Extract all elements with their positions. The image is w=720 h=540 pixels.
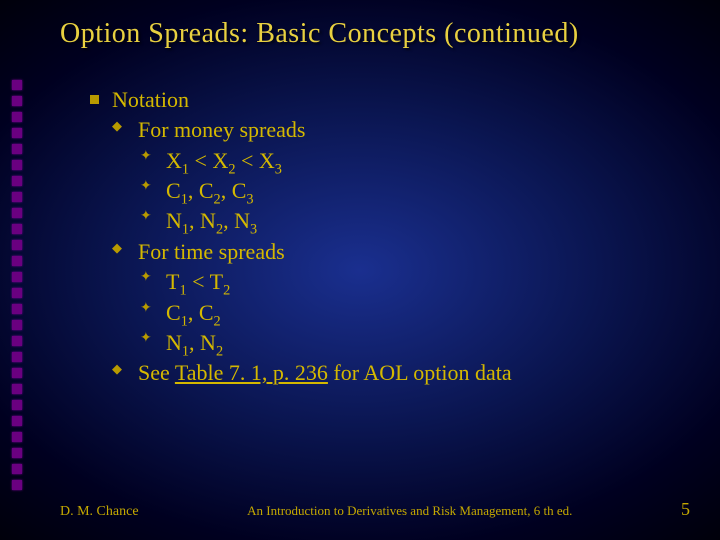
decoration-dot bbox=[12, 400, 22, 410]
decoration-dot bbox=[12, 304, 22, 314]
sub: 1 bbox=[182, 222, 189, 238]
decoration-dot bbox=[12, 176, 22, 186]
bullet-l3-t-inequality: T1 < T2 bbox=[90, 267, 690, 297]
sub: 2 bbox=[223, 283, 230, 299]
bullet-l3-ct-values: C1, C2 bbox=[90, 298, 690, 328]
text: for AOL option data bbox=[328, 360, 512, 385]
left-decoration bbox=[12, 80, 22, 500]
decoration-dot bbox=[12, 352, 22, 362]
sub: 1 bbox=[181, 313, 188, 329]
text: N bbox=[166, 208, 182, 233]
footer-book-title: An Introduction to Derivatives and Risk … bbox=[139, 503, 681, 519]
sub: 1 bbox=[179, 283, 186, 299]
text: X bbox=[166, 148, 182, 173]
text: < X bbox=[189, 148, 228, 173]
text: See bbox=[138, 360, 175, 385]
text: C bbox=[166, 178, 181, 203]
decoration-dot bbox=[12, 384, 22, 394]
decoration-dot bbox=[12, 208, 22, 218]
bullet-l2-money-spreads: For money spreads bbox=[90, 115, 690, 145]
decoration-dot bbox=[12, 416, 22, 426]
sub: 1 bbox=[182, 161, 189, 177]
decoration-dot bbox=[12, 224, 22, 234]
bullet-l1-notation: Notation bbox=[90, 85, 690, 115]
sub: 2 bbox=[214, 191, 221, 207]
sub: 3 bbox=[246, 191, 253, 207]
decoration-dot bbox=[12, 256, 22, 266]
sub: 3 bbox=[250, 222, 257, 238]
table-link[interactable]: Table 7. 1, p. 236 bbox=[175, 360, 328, 385]
text: , N bbox=[223, 208, 250, 233]
text: < T bbox=[187, 269, 223, 294]
bullet-l2-see-table: See Table 7. 1, p. 236 for AOL option da… bbox=[90, 358, 690, 388]
decoration-dot bbox=[12, 336, 22, 346]
text: , C bbox=[188, 300, 214, 325]
sub: 2 bbox=[228, 161, 235, 177]
decoration-dot bbox=[12, 272, 22, 282]
text: C bbox=[166, 300, 181, 325]
sub: 2 bbox=[216, 343, 223, 359]
text: , N bbox=[189, 330, 216, 355]
text: N bbox=[166, 330, 182, 355]
text: , N bbox=[189, 208, 216, 233]
footer-author: D. M. Chance bbox=[60, 504, 139, 520]
bullet-l3-x-inequality: X1 < X2 < X3 bbox=[90, 146, 690, 176]
slide-title: Option Spreads: Basic Concepts (continue… bbox=[60, 18, 690, 50]
text: T bbox=[166, 269, 179, 294]
bullet-l3-c-values: C1, C2, C3 bbox=[90, 176, 690, 206]
decoration-dot bbox=[12, 288, 22, 298]
text: , C bbox=[188, 178, 214, 203]
decoration-dot bbox=[12, 448, 22, 458]
bullet-l3-nt-values: N1, N2 bbox=[90, 328, 690, 358]
slide: Option Spreads: Basic Concepts (continue… bbox=[0, 0, 720, 540]
bullet-l3-n-values: N1, N2, N3 bbox=[90, 206, 690, 236]
decoration-dot bbox=[12, 432, 22, 442]
decoration-dot bbox=[12, 80, 22, 90]
bullet-l2-time-spreads: For time spreads bbox=[90, 237, 690, 267]
sub: 3 bbox=[275, 161, 282, 177]
decoration-dot bbox=[12, 128, 22, 138]
decoration-dot bbox=[12, 464, 22, 474]
text: < X bbox=[236, 148, 275, 173]
slide-content: Notation For money spreads X1 < X2 < X3 … bbox=[90, 85, 690, 389]
decoration-dot bbox=[12, 96, 22, 106]
decoration-dot bbox=[12, 144, 22, 154]
decoration-dot bbox=[12, 192, 22, 202]
footer-page-number: 5 bbox=[681, 499, 690, 520]
decoration-dot bbox=[12, 480, 22, 490]
sub: 2 bbox=[214, 313, 221, 329]
decoration-dot bbox=[12, 368, 22, 378]
sub: 1 bbox=[182, 343, 189, 359]
slide-footer: D. M. Chance An Introduction to Derivati… bbox=[60, 499, 690, 520]
decoration-dot bbox=[12, 320, 22, 330]
decoration-dot bbox=[12, 160, 22, 170]
decoration-dot bbox=[12, 112, 22, 122]
sub: 1 bbox=[181, 191, 188, 207]
text: , C bbox=[221, 178, 247, 203]
decoration-dot bbox=[12, 240, 22, 250]
